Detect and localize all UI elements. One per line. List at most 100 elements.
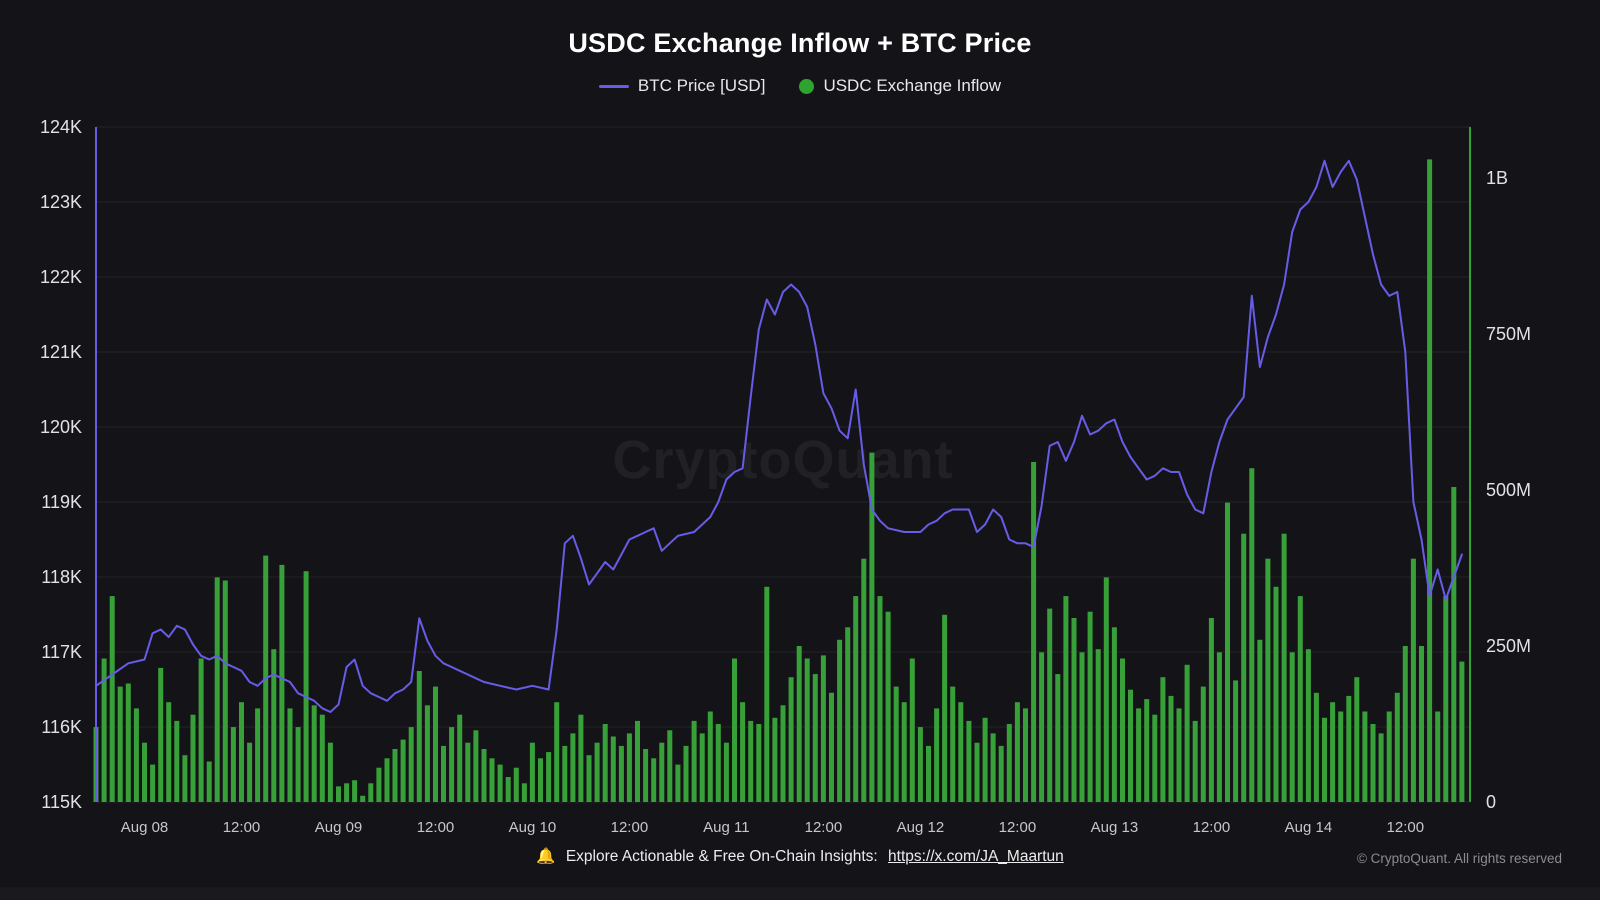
inflow-bar[interactable] [909, 658, 915, 803]
inflow-bar[interactable] [1047, 608, 1053, 802]
inflow-bar[interactable] [198, 658, 204, 803]
inflow-bar[interactable] [497, 764, 503, 802]
inflow-bar[interactable] [812, 674, 818, 802]
inflow-bar[interactable] [958, 702, 964, 802]
inflow-bar[interactable] [352, 780, 358, 802]
inflow-bar[interactable] [1103, 577, 1109, 802]
inflow-bar[interactable] [610, 736, 616, 803]
inflow-bar[interactable] [1451, 487, 1457, 802]
inflow-bar[interactable] [230, 727, 236, 802]
inflow-bar[interactable] [934, 708, 940, 802]
inflow-bar[interactable] [295, 727, 301, 802]
inflow-bar[interactable] [247, 742, 253, 802]
inflow-bar[interactable] [1055, 674, 1061, 802]
inflow-bar[interactable] [344, 783, 350, 802]
inflow-bar[interactable] [853, 596, 859, 802]
inflow-bar[interactable] [368, 783, 374, 802]
inflow-bar[interactable] [400, 739, 406, 802]
inflow-bar[interactable] [505, 777, 511, 802]
inflow-bar[interactable] [1427, 159, 1433, 802]
inflow-bar[interactable] [1362, 711, 1368, 803]
inflow-bar[interactable] [756, 724, 762, 802]
inflow-bar[interactable] [1386, 711, 1392, 803]
inflow-bar[interactable] [1160, 677, 1166, 802]
inflow-bar[interactable] [1031, 462, 1037, 802]
inflow-bar[interactable] [109, 596, 115, 802]
inflow-bar[interactable] [1289, 652, 1295, 802]
inflow-bar[interactable] [449, 727, 455, 802]
inflow-bar[interactable] [1192, 720, 1198, 802]
inflow-bar[interactable] [1200, 686, 1206, 802]
inflow-bar[interactable] [926, 745, 931, 802]
inflow-bar[interactable] [1063, 596, 1069, 802]
inflow-bar[interactable] [150, 764, 156, 802]
inflow-bar[interactable] [885, 611, 891, 802]
inflow-bar[interactable] [521, 783, 527, 802]
inflow-bar[interactable] [950, 686, 956, 802]
inflow-bar[interactable] [1208, 618, 1214, 802]
inflow-bar[interactable] [166, 702, 172, 802]
inflow-bar[interactable] [796, 646, 802, 802]
inflow-bar[interactable] [1281, 533, 1287, 802]
inflow-bar[interactable] [327, 742, 333, 802]
inflow-bar[interactable] [998, 745, 1004, 802]
inflow-bar[interactable] [408, 727, 414, 802]
inflow-bar[interactable] [1459, 661, 1465, 802]
inflow-bar[interactable] [1006, 724, 1012, 802]
inflow-bar[interactable] [1443, 596, 1449, 802]
inflow-bar[interactable] [101, 658, 107, 803]
inflow-bar[interactable] [255, 708, 261, 802]
inflow-bar[interactable] [214, 577, 220, 802]
inflow-bar[interactable] [360, 795, 366, 802]
inflow-bar[interactable] [861, 558, 867, 802]
inflow-bar[interactable] [190, 714, 196, 802]
inflow-bar[interactable] [1354, 677, 1360, 802]
inflow-bar[interactable] [643, 749, 649, 802]
inflow-bar[interactable] [723, 742, 729, 802]
inflow-bar[interactable] [1120, 658, 1125, 803]
inflow-bar[interactable] [917, 727, 923, 802]
inflow-bar[interactable] [303, 571, 309, 802]
inflow-bar[interactable] [287, 708, 293, 802]
inflow-bar[interactable] [586, 755, 592, 802]
inflow-bar[interactable] [1014, 702, 1020, 802]
inflow-bar[interactable] [562, 745, 568, 802]
inflow-bar[interactable] [820, 655, 826, 802]
inflow-bar[interactable] [1394, 692, 1400, 802]
inflow-bar[interactable] [142, 742, 147, 802]
inflow-bar[interactable] [869, 452, 875, 802]
inflow-bar[interactable] [594, 742, 600, 802]
inflow-bar[interactable] [1410, 558, 1416, 802]
inflow-bar[interactable] [715, 724, 721, 802]
inflow-bar[interactable] [626, 733, 632, 802]
inflow-bar[interactable] [683, 745, 689, 802]
inflow-bar[interactable] [239, 702, 244, 802]
inflow-bar[interactable] [1168, 695, 1174, 802]
inflow-bar[interactable] [966, 720, 972, 802]
inflow-bar[interactable] [125, 683, 131, 803]
inflow-bar[interactable] [546, 752, 552, 802]
inflow-bar[interactable] [392, 749, 398, 802]
inflow-bar[interactable] [319, 714, 325, 802]
inflow-bar[interactable] [1435, 711, 1441, 803]
inflow-bar[interactable] [1225, 502, 1230, 802]
inflow-bar[interactable] [554, 702, 560, 802]
inflow-bar[interactable] [804, 658, 810, 803]
inflow-bar[interactable] [1095, 649, 1101, 802]
inflow-bar[interactable] [691, 720, 697, 802]
inflow-bar[interactable] [901, 702, 907, 802]
inflow-bar[interactable] [158, 667, 164, 802]
inflow-bar[interactable] [1378, 733, 1384, 802]
inflow-bar[interactable] [1233, 680, 1239, 802]
inflow-bar[interactable] [1128, 689, 1133, 802]
inflow-bar[interactable] [513, 767, 519, 802]
inflow-bar[interactable] [1071, 618, 1077, 802]
inflow-bar[interactable] [1370, 724, 1376, 802]
inflow-bar[interactable] [699, 733, 705, 802]
inflow-bar[interactable] [982, 717, 988, 802]
inflow-bar[interactable] [578, 714, 584, 802]
inflow-bar[interactable] [1184, 664, 1190, 802]
legend-item-usdc-inflow[interactable]: USDC Exchange Inflow [799, 76, 1001, 96]
inflow-bar[interactable] [675, 764, 681, 802]
inflow-bar[interactable] [182, 755, 188, 802]
